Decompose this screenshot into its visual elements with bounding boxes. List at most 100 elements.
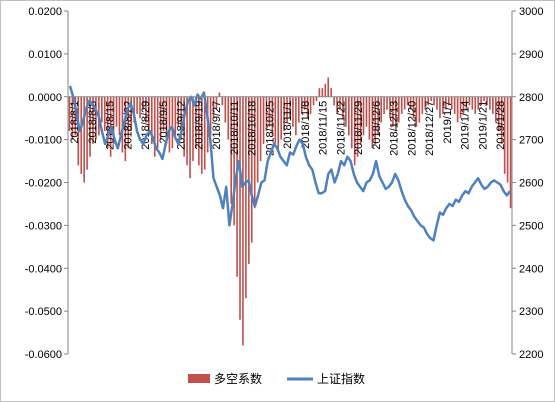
bar — [83, 96, 85, 183]
bar — [489, 96, 491, 110]
left-axis: 0.0200 0.0100 0.0000 -0.0100 -0.0200 -0.0300 -… — [25, 6, 68, 361]
bar — [447, 96, 450, 106]
x-tick-label: 2019/1/28 — [495, 101, 507, 150]
bar — [474, 96, 477, 114]
bar — [150, 96, 153, 144]
right-tick-label: 2800 — [519, 92, 543, 104]
bar — [142, 96, 144, 110]
bar — [456, 96, 459, 123]
bar — [86, 96, 88, 170]
x-tick-label: 2018/11/29 — [353, 101, 365, 155]
bar — [242, 96, 244, 346]
bar — [200, 96, 203, 174]
bar — [330, 88, 332, 97]
bar — [253, 96, 256, 209]
bar — [74, 96, 77, 136]
bar — [471, 96, 474, 110]
bar — [350, 96, 353, 149]
bar — [227, 96, 230, 140]
bar — [162, 96, 165, 132]
legend-label-bar: 多空系数 — [214, 371, 262, 386]
bar — [509, 96, 512, 209]
bar — [486, 96, 488, 106]
right-tick-label: 2600 — [519, 178, 543, 190]
left-tick-label: -0.0400 — [25, 263, 62, 275]
left-tick-label: -0.0500 — [25, 306, 62, 318]
x-tick-label: 2018/11/15 — [318, 101, 330, 155]
bar — [145, 96, 147, 123]
x-tick-label: 2019/1/7 — [442, 101, 454, 144]
bar — [168, 96, 171, 153]
bar — [156, 96, 159, 149]
bar — [95, 96, 97, 140]
bar — [112, 96, 115, 144]
left-tick-label: 0.0000 — [28, 92, 62, 104]
bar — [195, 96, 197, 149]
bar — [409, 96, 412, 110]
bar — [230, 96, 233, 204]
bar — [380, 96, 382, 123]
legend-label-line: 上证指数 — [317, 371, 365, 386]
bar — [465, 96, 468, 110]
bar — [303, 96, 306, 110]
bar — [292, 96, 294, 127]
bar — [103, 96, 106, 132]
bar — [377, 96, 380, 136]
x-tick-label: 2018/9/27 — [211, 101, 223, 150]
bar — [189, 96, 191, 179]
bar — [371, 96, 374, 149]
bar — [397, 96, 400, 123]
bar — [427, 96, 430, 106]
bar — [106, 96, 109, 149]
bar — [347, 96, 350, 136]
bar — [177, 96, 180, 127]
bar — [271, 96, 274, 136]
bar — [477, 96, 479, 110]
x-tick-label: 2018/10/25 — [264, 101, 276, 156]
bar — [359, 96, 362, 144]
bar — [239, 96, 241, 320]
bar — [374, 96, 377, 144]
bar — [236, 96, 238, 277]
bar — [365, 96, 368, 127]
legend-swatch-bar — [188, 374, 210, 383]
bar — [500, 96, 503, 144]
bar — [503, 96, 506, 174]
bar — [180, 96, 183, 140]
bar — [342, 96, 344, 119]
bar — [80, 96, 83, 174]
bar — [453, 96, 456, 114]
bar — [136, 96, 138, 114]
bar — [89, 96, 91, 157]
bar — [268, 96, 271, 127]
bar — [245, 96, 247, 299]
bar — [497, 96, 500, 132]
bar — [274, 96, 277, 144]
bar — [389, 96, 391, 119]
bar — [412, 96, 415, 119]
bar — [506, 96, 509, 183]
left-tick-label: 0.0200 — [28, 6, 62, 18]
bar — [353, 96, 356, 166]
x-tick-label: 2018/8/29 — [140, 101, 152, 150]
bar — [312, 96, 315, 106]
right-tick-label: 2900 — [519, 49, 543, 61]
bar — [321, 88, 324, 97]
bar — [212, 96, 215, 119]
right-tick-label: 3000 — [519, 6, 543, 18]
bar — [280, 96, 282, 140]
bar — [339, 96, 341, 110]
bar — [218, 92, 221, 97]
bar — [430, 96, 432, 102]
x-tick-label: 2018/9/5 — [158, 101, 170, 144]
x-tick-label: 2018/11/22 — [335, 101, 347, 155]
left-tick-label: 0.0100 — [28, 49, 62, 61]
bar — [295, 96, 297, 136]
left-tick-label: -0.0100 — [25, 135, 62, 147]
x-tick-label: 2019/1/14 — [460, 101, 472, 150]
right-tick-label: 2400 — [519, 263, 543, 275]
bar — [183, 96, 185, 157]
bar — [495, 96, 497, 123]
